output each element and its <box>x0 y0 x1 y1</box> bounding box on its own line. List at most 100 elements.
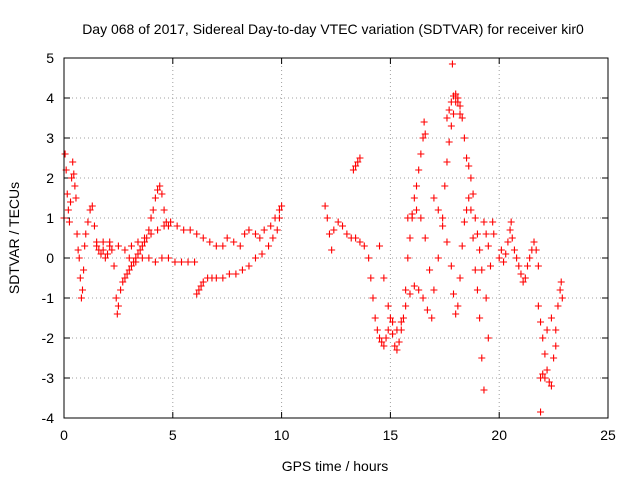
data-point <box>423 306 431 314</box>
data-point <box>441 182 449 190</box>
data-point <box>195 286 203 294</box>
data-point <box>349 166 357 174</box>
y-tick-label: -4 <box>42 410 55 426</box>
data-point <box>539 334 547 342</box>
data-point <box>343 230 351 238</box>
data-point <box>145 226 153 234</box>
data-point <box>132 258 140 266</box>
y-tick-label: 2 <box>46 170 54 186</box>
data-point <box>543 326 551 334</box>
data-point <box>478 354 486 362</box>
data-point <box>101 254 109 262</box>
data-point <box>380 342 388 350</box>
data-point <box>450 290 458 298</box>
data-point <box>406 234 414 242</box>
data-point <box>476 246 484 254</box>
data-point <box>467 174 475 182</box>
data-point <box>380 274 388 282</box>
data-point <box>136 246 144 254</box>
data-point <box>419 134 427 142</box>
data-point <box>458 114 466 122</box>
data-point <box>447 262 455 270</box>
data-point <box>114 242 122 250</box>
data-point <box>67 198 75 206</box>
data-point <box>119 278 127 286</box>
y-tick-label: -3 <box>42 370 55 386</box>
data-point <box>73 230 81 238</box>
data-point <box>373 326 381 334</box>
data-point <box>397 318 405 326</box>
data-point <box>245 226 253 234</box>
data-point <box>147 214 155 222</box>
data-point <box>410 194 418 202</box>
data-point <box>456 102 464 110</box>
data-point <box>138 254 146 262</box>
data-point <box>93 242 101 250</box>
data-point <box>484 242 492 250</box>
data-point <box>241 230 249 238</box>
data-point <box>413 182 421 190</box>
data-point <box>69 158 77 166</box>
data-point <box>430 286 438 294</box>
data-point <box>480 218 488 226</box>
data-point <box>482 294 490 302</box>
data-point <box>386 314 394 322</box>
data-point <box>490 230 498 238</box>
data-point <box>110 262 118 270</box>
data-point <box>219 274 227 282</box>
data-point <box>323 214 331 222</box>
data-point <box>420 118 428 126</box>
data-point <box>463 154 471 162</box>
x-tick-label: 25 <box>600 427 616 443</box>
data-point <box>456 110 464 118</box>
data-point <box>212 274 220 282</box>
data-point <box>532 246 540 254</box>
data-point <box>421 130 429 138</box>
data-point <box>160 206 168 214</box>
data-point <box>404 214 412 222</box>
data-point <box>251 254 259 262</box>
data-point <box>550 354 558 362</box>
data-point <box>230 238 238 246</box>
data-point <box>439 214 447 222</box>
data-point <box>108 246 116 254</box>
data-point <box>399 314 407 322</box>
data-point <box>447 122 455 130</box>
data-point <box>121 246 129 254</box>
data-point <box>125 254 133 262</box>
data-point <box>186 226 194 234</box>
data-point <box>515 262 523 270</box>
data-point <box>430 194 438 202</box>
data-point <box>460 134 468 142</box>
data-point <box>382 334 390 342</box>
data-point <box>376 242 384 250</box>
data-point <box>521 274 529 282</box>
x-tick-label: 20 <box>491 427 507 443</box>
x-tick-label: 5 <box>169 427 177 443</box>
data-point <box>458 242 466 250</box>
data-point <box>552 342 560 350</box>
data-point <box>539 370 547 378</box>
grid <box>64 58 608 418</box>
data-point <box>236 242 244 250</box>
data-point <box>495 254 503 262</box>
data-point <box>543 366 551 374</box>
data-point <box>465 162 473 170</box>
data-point <box>469 234 477 242</box>
data-point <box>149 206 157 214</box>
data-point <box>206 238 214 246</box>
data-point <box>154 186 162 194</box>
data-point <box>439 222 447 230</box>
data-point <box>486 262 494 270</box>
data-point <box>251 230 259 238</box>
data-point <box>443 238 451 246</box>
data-point <box>356 154 364 162</box>
data-point <box>78 286 86 294</box>
data-point <box>171 258 179 266</box>
data-point <box>469 190 477 198</box>
data-point <box>513 254 521 262</box>
data-point <box>141 234 149 242</box>
data-point <box>74 246 82 254</box>
data-point <box>502 250 510 258</box>
data-point <box>258 250 266 258</box>
